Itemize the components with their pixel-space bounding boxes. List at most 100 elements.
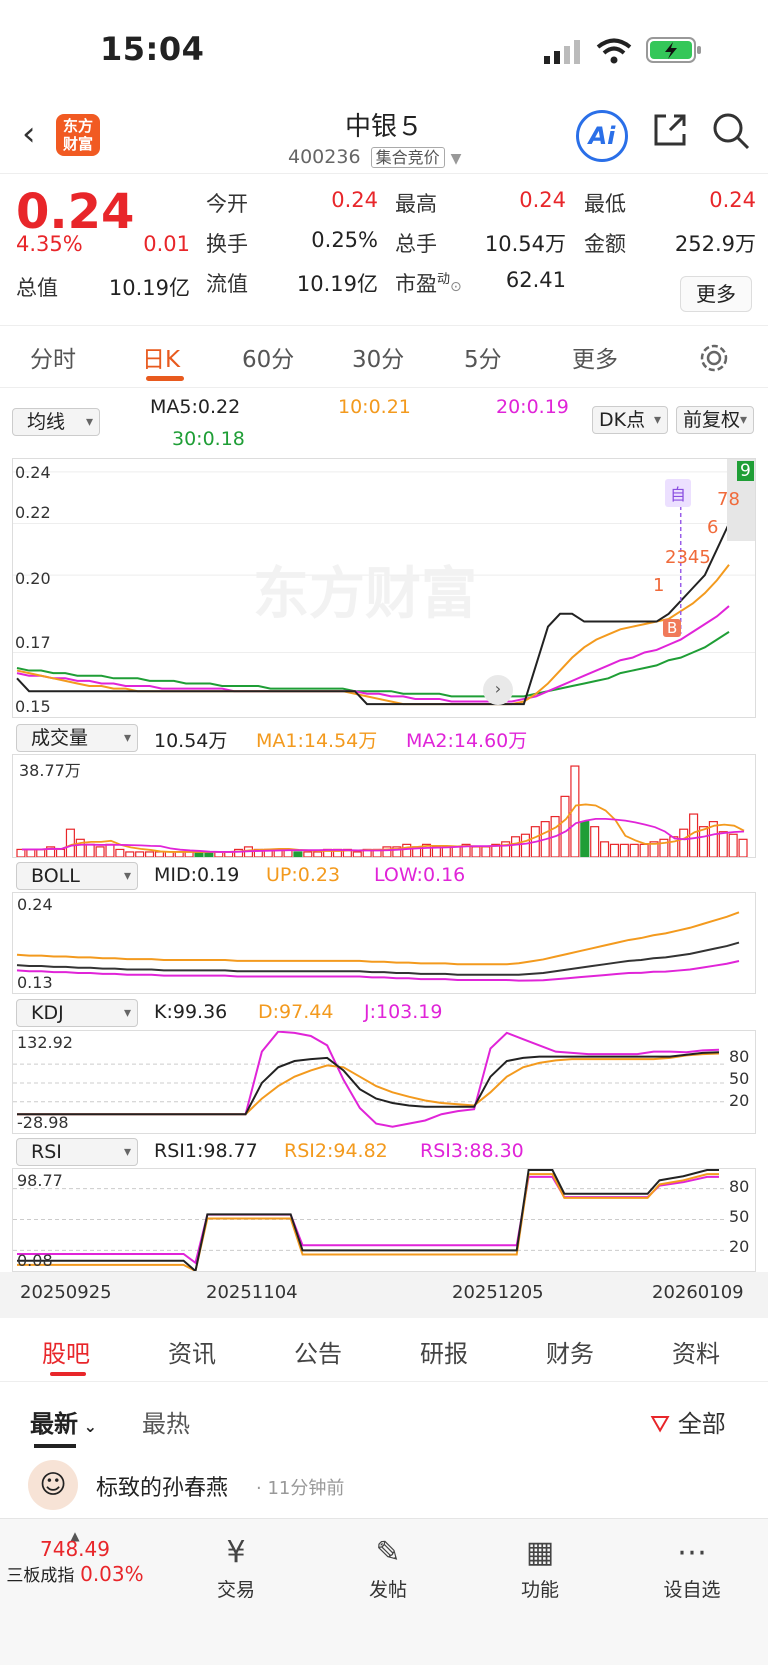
volume-bar [441, 846, 451, 857]
tab-guba[interactable]: 股吧 [42, 1340, 90, 1368]
ai-button[interactable]: Ai [576, 110, 628, 162]
boll-low: LOW:0.16 [374, 864, 466, 886]
volume-bar [669, 836, 679, 857]
boll-chart-svg [16, 911, 740, 982]
tab-daily-k[interactable]: 日K [142, 347, 181, 373]
chevron-down-icon: ▼ [450, 151, 462, 167]
tab-announcements[interactable]: 公告 [294, 1340, 342, 1368]
filter-latest[interactable]: 最新 ⌄ [30, 1404, 97, 1439]
self-marker[interactable]: 自 [665, 479, 692, 507]
tab-news[interactable]: 资讯 [168, 1340, 216, 1368]
vol-ma1: MA1:14.54万 [256, 730, 378, 752]
tab-30min[interactable]: 30分 [352, 347, 405, 373]
buy-marker[interactable]: B [663, 619, 682, 637]
search-icon[interactable] [710, 110, 752, 152]
rsi-level-80: 80 [729, 1177, 750, 1196]
more-dots-icon[interactable]: ⊙ [450, 279, 462, 295]
index-name: 三板成指 [6, 1566, 75, 1586]
volume-bar [590, 826, 600, 857]
quote-panel: 0.24 4.35% 0.01 总值 10.19亿 今开 0.24 换手 0.2… [0, 176, 768, 326]
post-label: 发帖 [368, 1579, 407, 1601]
tab-60min[interactable]: 60分 [242, 347, 295, 373]
boll-up-line [16, 911, 740, 966]
post-button[interactable]: ✎ 发帖 [338, 1531, 438, 1602]
status-bar: 15:04 [0, 0, 768, 96]
filter-hottest[interactable]: 最热 [142, 1410, 190, 1438]
functions-label: 功能 [520, 1579, 559, 1601]
tab-research[interactable]: 研报 [420, 1340, 468, 1368]
dk-point-button[interactable]: DK点 [592, 406, 668, 434]
kdj-select[interactable]: KDJ [16, 999, 138, 1027]
period-tabs: 分时 日K 60分 30分 5分 更多 [0, 326, 768, 388]
volume-chart[interactable]: 38.77万 [12, 754, 756, 858]
tab-more[interactable]: 更多 [572, 347, 618, 373]
rsi-chart[interactable]: 98.77 0.08 80 50 20 [12, 1168, 756, 1272]
ma20-line [16, 605, 730, 703]
kdj-j: J:103.19 [364, 1001, 443, 1023]
volume-bar [313, 851, 323, 857]
volume-bar [16, 848, 26, 857]
volume-max-label: 38.77万 [19, 761, 81, 780]
y-label-2: 0.22 [15, 503, 51, 522]
volume-bar [451, 846, 461, 857]
volume-bar [471, 846, 481, 857]
float-value-label: 流值 [206, 272, 248, 296]
marker-9: 9 [737, 461, 754, 481]
volume-bar [698, 826, 709, 857]
volume-bar [26, 848, 36, 857]
volume-bar [510, 836, 521, 857]
turnover-label: 换手 [206, 232, 248, 256]
volume-bar [679, 828, 689, 857]
post-item[interactable]: ☺ 标致的孙春燕 · 11分钟前 [0, 1460, 768, 1520]
volume-select[interactable]: 成交量 [16, 724, 138, 752]
tab-5min[interactable]: 5分 [464, 347, 502, 373]
kline-chart[interactable]: 0.24 0.22 0.20 0.17 0.15 东方财富 自 B 1 2345… [12, 458, 756, 718]
volume-bar [55, 848, 66, 857]
content-tab-underline [50, 1372, 86, 1376]
y-label-3: 0.20 [15, 569, 51, 588]
avatar[interactable]: ☺ [28, 1460, 78, 1510]
filter-all[interactable]: ⛛ 全部 [650, 1404, 726, 1439]
rsi2: RSI2:94.82 [284, 1140, 388, 1162]
trade-button[interactable]: ¥ 交易 [186, 1531, 286, 1602]
settings-gear-icon[interactable] [698, 342, 730, 374]
chevron-right-icon[interactable]: › [483, 675, 513, 705]
volume-bar [392, 846, 402, 857]
ma-select[interactable]: 均线 [12, 408, 100, 436]
share-icon[interactable] [650, 110, 690, 150]
post-author[interactable]: 标致的孙春燕 [96, 1476, 229, 1501]
kdj-chart[interactable]: 132.92 -28.98 80 50 20 [12, 1030, 756, 1134]
ma30-line [16, 631, 730, 698]
kdj-line-2 [17, 1052, 720, 1116]
trade-label: 交易 [216, 1579, 255, 1601]
filter-underline [34, 1444, 76, 1448]
boll-low-line [16, 960, 740, 982]
ma10-value: 10:0.21 [338, 396, 411, 418]
rsi-select[interactable]: RSI [16, 1138, 138, 1166]
tab-profile[interactable]: 资料 [672, 1340, 720, 1368]
date-2: 20251104 [206, 1282, 298, 1303]
index-widget[interactable]: ▲ 748.49 三板成指 0.03% [0, 1529, 150, 1586]
forward-adjust-button[interactable]: 前复权 [676, 406, 754, 434]
tab-timeshare[interactable]: 分时 [30, 347, 76, 373]
y-label-bottom: 0.15 [15, 697, 51, 716]
volume-bar [481, 846, 491, 857]
back-icon[interactable]: ‹ [22, 114, 36, 154]
boll-top-label: 0.24 [17, 895, 53, 914]
app-logo[interactable]: 东方 财富 [56, 114, 100, 156]
more-button[interactable]: 更多 [680, 276, 752, 312]
volume-bar [421, 843, 432, 857]
tab-finance[interactable]: 财务 [546, 1340, 594, 1368]
date-3: 20251205 [452, 1282, 544, 1303]
boll-select[interactable]: BOLL [16, 862, 138, 890]
boll-chart[interactable]: 0.24 0.13 [12, 892, 756, 994]
kdj-d: D:97.44 [258, 1001, 334, 1023]
volume-bar [46, 846, 56, 857]
stock-code-row[interactable]: 400236 集合竞价 ▼ [288, 144, 461, 168]
volume-chart-svg [16, 765, 748, 857]
functions-button[interactable]: ▦ 功能 [490, 1531, 590, 1602]
amount-label: 金额 [584, 232, 626, 256]
volume-bar [115, 848, 125, 857]
add-watchlist-button[interactable]: ⋯ 设自选 [642, 1531, 742, 1602]
index-up-arrow-icon: ▲ [70, 1529, 80, 1543]
